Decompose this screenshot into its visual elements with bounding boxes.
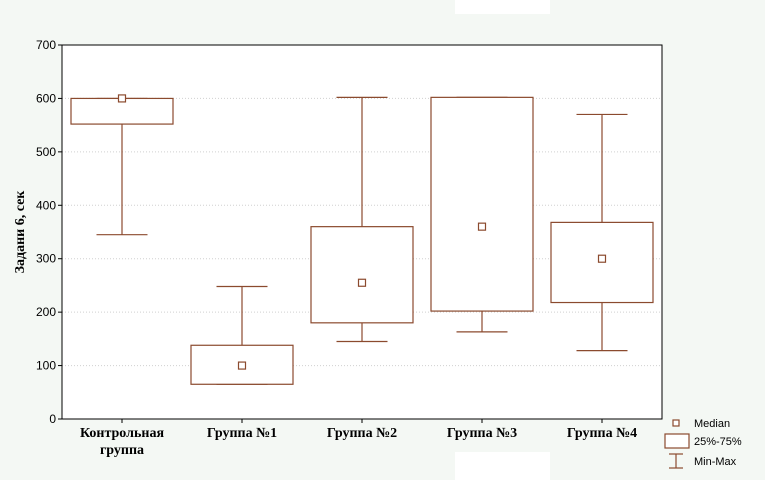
median-marker: [357, 278, 367, 287]
y-tick-label: 200: [36, 305, 56, 319]
y-axis-title: Задани 6, сек: [13, 190, 28, 274]
x-category-label: группа: [100, 443, 144, 458]
y-tick-label: 300: [36, 252, 56, 266]
x-category-label: Группа №2: [327, 426, 397, 441]
legend-label-iqr: 25%-75%: [694, 436, 742, 448]
y-tick-label: 500: [36, 145, 56, 159]
median-marker: [597, 254, 607, 263]
median-marker: [477, 222, 487, 231]
y-tick-label: 0: [49, 412, 56, 426]
y-tick-label: 400: [36, 198, 56, 212]
x-category-label: Группа №3: [447, 426, 517, 441]
legend-median-swatch: [672, 419, 680, 427]
median-marker: [117, 94, 127, 103]
y-tick-label: 100: [36, 359, 56, 373]
y-tick-label: 700: [36, 38, 56, 52]
background-patch: [455, 452, 550, 480]
x-category-label: Контрольная: [80, 426, 164, 441]
y-tick-label: 600: [36, 91, 56, 105]
legend-label-minmax: Min-Max: [694, 456, 737, 468]
legend-label-median: Median: [694, 418, 730, 430]
x-category-label: Группа №4: [567, 426, 637, 441]
legend-box-swatch: [664, 433, 690, 449]
iqr-box: [430, 96, 534, 312]
median-marker: [237, 361, 247, 370]
x-category-label: Группа №1: [207, 426, 277, 441]
background-patch: [455, 0, 550, 14]
iqr-box: [310, 226, 414, 324]
